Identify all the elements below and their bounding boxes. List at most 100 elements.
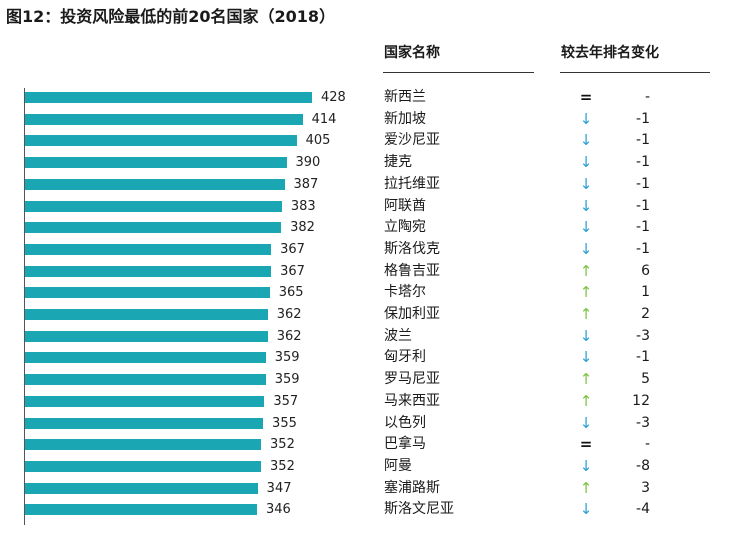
rank-change-value: 5 [641, 371, 650, 388]
bar [25, 395, 265, 407]
bar [25, 330, 268, 342]
arrow-down-icon: ↓ [579, 326, 593, 345]
arrow-up-icon: ↑ [579, 478, 593, 497]
arrow-down-icon: ↓ [579, 348, 593, 367]
country-label: 波兰 [384, 327, 412, 344]
bar [25, 309, 268, 320]
country-label: 以色列 [384, 414, 426, 431]
change-column-header: 较去年排名变化 [561, 45, 659, 61]
country-label: 巴拿马 [384, 436, 426, 453]
rank-change-value: -1 [636, 175, 650, 192]
bar-value-label: 352 [270, 458, 295, 474]
bar [25, 417, 264, 429]
bar [25, 178, 285, 190]
arrow-down-icon: ↓ [579, 413, 593, 432]
arrow-up-icon: ↑ [579, 283, 593, 302]
rank-change-value: 3 [641, 479, 650, 496]
country-label: 拉托维亚 [384, 175, 440, 192]
rank-change-value: -1 [636, 197, 650, 214]
bar-value-label: 362 [276, 307, 302, 322]
country-label: 捷克 [384, 154, 412, 171]
rank-change-value: -1 [636, 219, 650, 236]
arrow-down-icon: ↓ [579, 218, 593, 237]
bar [25, 504, 257, 516]
country-label: 立陶宛 [384, 219, 426, 236]
country-column-header: 国家名称 [384, 45, 440, 61]
bar-value-label: 346 [266, 502, 291, 518]
arrow-down-icon: ↓ [579, 153, 593, 172]
country-label: 斯洛伐克 [384, 240, 440, 257]
bar [25, 287, 270, 299]
bar-value-label: 355 [272, 415, 297, 431]
country-label: 新加坡 [384, 110, 426, 127]
rank-change-value: -3 [636, 414, 650, 431]
rank-change-value: 12 [632, 392, 650, 409]
arrow-down-icon: ↓ [579, 456, 593, 475]
bar-value-label: 367 [280, 263, 305, 279]
arrow-up-icon: ↑ [579, 391, 593, 410]
bar [25, 243, 272, 255]
bar-value-label: 382 [290, 220, 315, 236]
country-label: 匈牙利 [384, 349, 426, 366]
bar [25, 200, 282, 212]
arrow-down-icon: ↓ [579, 196, 593, 215]
country-label: 格鲁吉亚 [384, 262, 440, 279]
bar [25, 352, 266, 364]
bar-value-label: 347 [266, 480, 292, 496]
rank-change-value: -3 [636, 327, 650, 344]
rank-change-value: - [644, 89, 650, 105]
bar [25, 135, 297, 147]
arrow-down-icon: ↓ [579, 500, 593, 519]
bar [25, 222, 282, 234]
arrow-down-icon: ↓ [579, 239, 593, 258]
bar [25, 113, 303, 125]
bar [25, 157, 287, 169]
rank-change-value: - [644, 436, 650, 453]
change-header-rule [560, 72, 710, 73]
country-label: 卡塔尔 [384, 284, 426, 301]
rank-change-value: 2 [641, 306, 650, 322]
country-label: 爱沙尼亚 [384, 132, 440, 149]
country-label: 马来西亚 [384, 392, 440, 409]
country-label: 罗马尼亚 [384, 371, 440, 388]
rank-change-value: -1 [636, 349, 650, 366]
country-label: 保加利亚 [384, 306, 440, 322]
arrow-down-icon: ↓ [579, 109, 593, 128]
bar [25, 265, 272, 277]
rank-change-value: 1 [641, 284, 650, 301]
bar-value-label: 390 [295, 155, 321, 171]
country-label: 塞浦路斯 [384, 479, 440, 496]
bar-value-label: 405 [305, 133, 331, 149]
arrow-down-icon: ↓ [579, 174, 593, 193]
rank-change-value: -4 [636, 501, 650, 518]
bar [25, 92, 312, 103]
country-label: 阿曼 [384, 457, 412, 474]
bar [25, 460, 262, 472]
y-axis-line [24, 88, 25, 525]
bar-value-label: 428 [321, 90, 346, 105]
country-label: 阿联酋 [384, 197, 426, 214]
rank-change-value: -1 [636, 240, 650, 257]
bar-value-label: 414 [311, 111, 337, 127]
rank-change-value: -1 [636, 110, 650, 127]
bar [25, 439, 262, 451]
rank-change-value: -1 [636, 154, 650, 171]
bar-value-label: 365 [278, 285, 304, 301]
arrow-up-icon: ↑ [579, 305, 593, 323]
rank-change-value: 6 [641, 262, 650, 279]
bar-value-label: 359 [274, 350, 300, 366]
bar-value-label: 352 [270, 437, 295, 453]
equal-icon: = [579, 435, 593, 454]
bar-value-label: 362 [276, 328, 302, 344]
rank-change-value: -8 [636, 457, 650, 474]
country-label: 新西兰 [384, 89, 426, 105]
bar-value-label: 367 [280, 241, 305, 257]
country-label: 斯洛文尼亚 [384, 501, 454, 518]
bar-value-label: 387 [293, 176, 319, 192]
arrow-up-icon: ↑ [579, 370, 593, 389]
bar [25, 374, 266, 386]
bar-value-label: 359 [274, 372, 300, 388]
bar [25, 482, 258, 494]
equal-icon: = [579, 88, 593, 106]
country-header-rule [383, 72, 534, 73]
